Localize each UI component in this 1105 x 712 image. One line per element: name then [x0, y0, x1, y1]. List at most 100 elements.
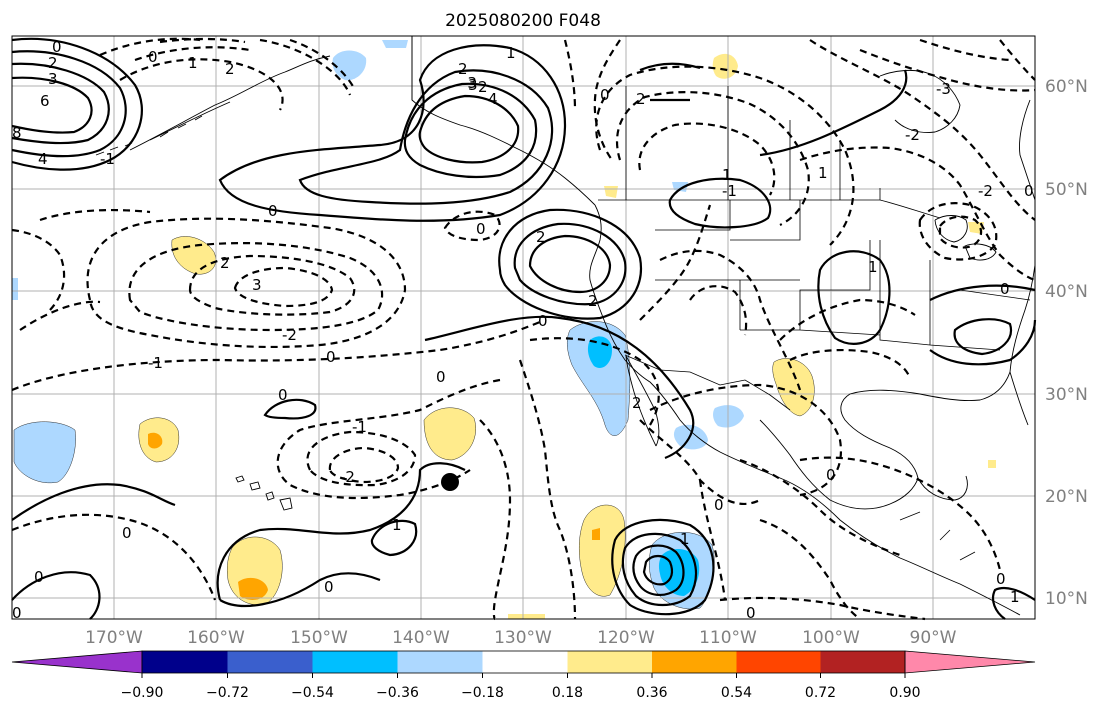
negative-contour — [529, 337, 660, 426]
contour-label: 0 — [1024, 182, 1034, 200]
colorbar-segment — [227, 651, 313, 673]
contour-label: -1 — [100, 150, 115, 168]
negative-anomaly-region — [13, 421, 76, 484]
contour-label: 1 — [392, 516, 402, 534]
contour-label: -2 — [340, 468, 355, 486]
negative-contour — [859, 48, 1036, 92]
contour-label: 1 — [1010, 588, 1020, 606]
alaska-coastline — [129, 36, 596, 206]
contour-labels: 0 2 3 6 8 4 0 1 2 -1 2 -3 1 2 3 4 0 2 0 … — [12, 38, 1034, 622]
lon-label: 130°W — [494, 628, 552, 648]
contour-label: 2 — [632, 394, 642, 412]
lon-label: 90°W — [910, 628, 957, 648]
contour-label: 0 — [268, 202, 278, 220]
contour-label: 2 — [225, 60, 235, 78]
latitude-labels: 60°N 50°N 40°N 30°N 20°N 10°N — [1045, 77, 1088, 609]
contour-label: 0 — [324, 578, 334, 596]
colorbar-segment — [312, 651, 398, 673]
north-america-west-coastline — [589, 204, 1021, 616]
contour-label: 3 — [48, 70, 58, 88]
positive-contour — [929, 284, 1037, 366]
colorbar-ticks — [141, 673, 906, 678]
positive-contour — [11, 483, 176, 620]
central-america-borders — [899, 511, 976, 561]
positive-anomaly-region — [171, 236, 216, 275]
moderate-positive-anomaly-region — [148, 432, 163, 449]
hawaii-islands — [235, 475, 293, 511]
negative-contour — [799, 146, 1036, 282]
negative-contour — [11, 300, 541, 392]
map-panel: 0 2 3 6 8 4 0 1 2 -1 2 -3 1 2 3 4 0 2 0 … — [11, 35, 1037, 622]
negative-contour — [443, 210, 501, 242]
negative-contour — [128, 242, 384, 332]
positive-anomaly-region — [712, 53, 738, 79]
us-state-lines — [655, 200, 1031, 351]
lat-label: 60°N — [1045, 77, 1088, 97]
lon-label: 110°W — [699, 628, 757, 648]
negative-contour — [233, 266, 334, 308]
positive-contour — [621, 532, 697, 607]
negative-contour — [119, 58, 284, 111]
lat-label: 50°N — [1045, 180, 1088, 200]
contour-label: 2 — [536, 228, 546, 246]
contour-label: -2 — [905, 126, 920, 144]
location-marker — [441, 473, 459, 491]
colorbar-segment — [652, 651, 737, 673]
contour-label: 1 — [818, 164, 828, 182]
negative-anomaly-region — [382, 40, 408, 48]
negative-anomaly-region — [12, 278, 18, 300]
contour-label: 2 — [220, 254, 230, 272]
lat-label: 10°N — [1045, 589, 1088, 609]
contour-label: 3 — [252, 276, 262, 294]
contour-label: 4 — [38, 150, 48, 168]
negative-contour — [638, 122, 776, 196]
negative-contour — [615, 90, 810, 226]
contour-label: 0 — [538, 312, 548, 330]
yucatan-coastline — [917, 475, 968, 501]
us-canada-border — [598, 188, 941, 219]
contour-label: 2 — [478, 78, 488, 96]
colorbar-segment — [142, 651, 228, 673]
contour-label: -2 — [282, 326, 297, 344]
negative-contour — [11, 228, 66, 311]
contour-label: 0 — [600, 86, 610, 104]
negative-contour — [11, 513, 217, 601]
colorbar-tick-label: 0.18 — [552, 685, 583, 701]
positive-anomaly-region — [423, 407, 476, 461]
contour-label: -1 — [352, 418, 367, 436]
contour-label: 2 — [636, 90, 646, 108]
colorbar-segment — [397, 651, 483, 673]
negative-contours — [11, 37, 1036, 621]
positive-contour — [513, 222, 627, 306]
negative-anomaly-region — [567, 321, 631, 436]
contour-label: 2 — [458, 60, 468, 78]
positive-contour — [611, 518, 715, 616]
colorbar-tick-label: −0.90 — [121, 685, 164, 701]
negative-contour — [595, 65, 855, 246]
contour-label: 0 — [714, 496, 724, 514]
colorbar-segment — [567, 651, 652, 673]
contour-label: 0 — [436, 368, 446, 386]
contour-label: 8 — [12, 124, 22, 142]
positive-contour — [298, 69, 554, 205]
lon-label: 140°W — [392, 628, 450, 648]
longitude-labels: 170°W 160°W 150°W 140°W 130°W 120°W 110°… — [85, 628, 957, 648]
positive-contour — [218, 44, 567, 222]
hudson-bay-coastline — [879, 69, 961, 133]
contour-label: 0 — [148, 48, 158, 66]
positive-contour — [759, 69, 908, 157]
colorbar-tick-label: 0.54 — [721, 685, 752, 701]
contour-label: 1 — [722, 166, 732, 184]
negative-contour — [563, 39, 577, 111]
contour-label: 2 — [48, 54, 58, 72]
lon-label: 120°W — [597, 628, 655, 648]
negative-anomaly-region — [713, 405, 744, 428]
negative-contour — [39, 209, 151, 222]
map-title: 2025080200 F048 — [445, 11, 601, 31]
positive-contour — [370, 519, 418, 557]
colorbar-lower-extension — [11, 650, 143, 674]
positive-contour — [498, 208, 643, 320]
contour-label: 0 — [1000, 280, 1010, 298]
negative-contour — [639, 419, 761, 601]
